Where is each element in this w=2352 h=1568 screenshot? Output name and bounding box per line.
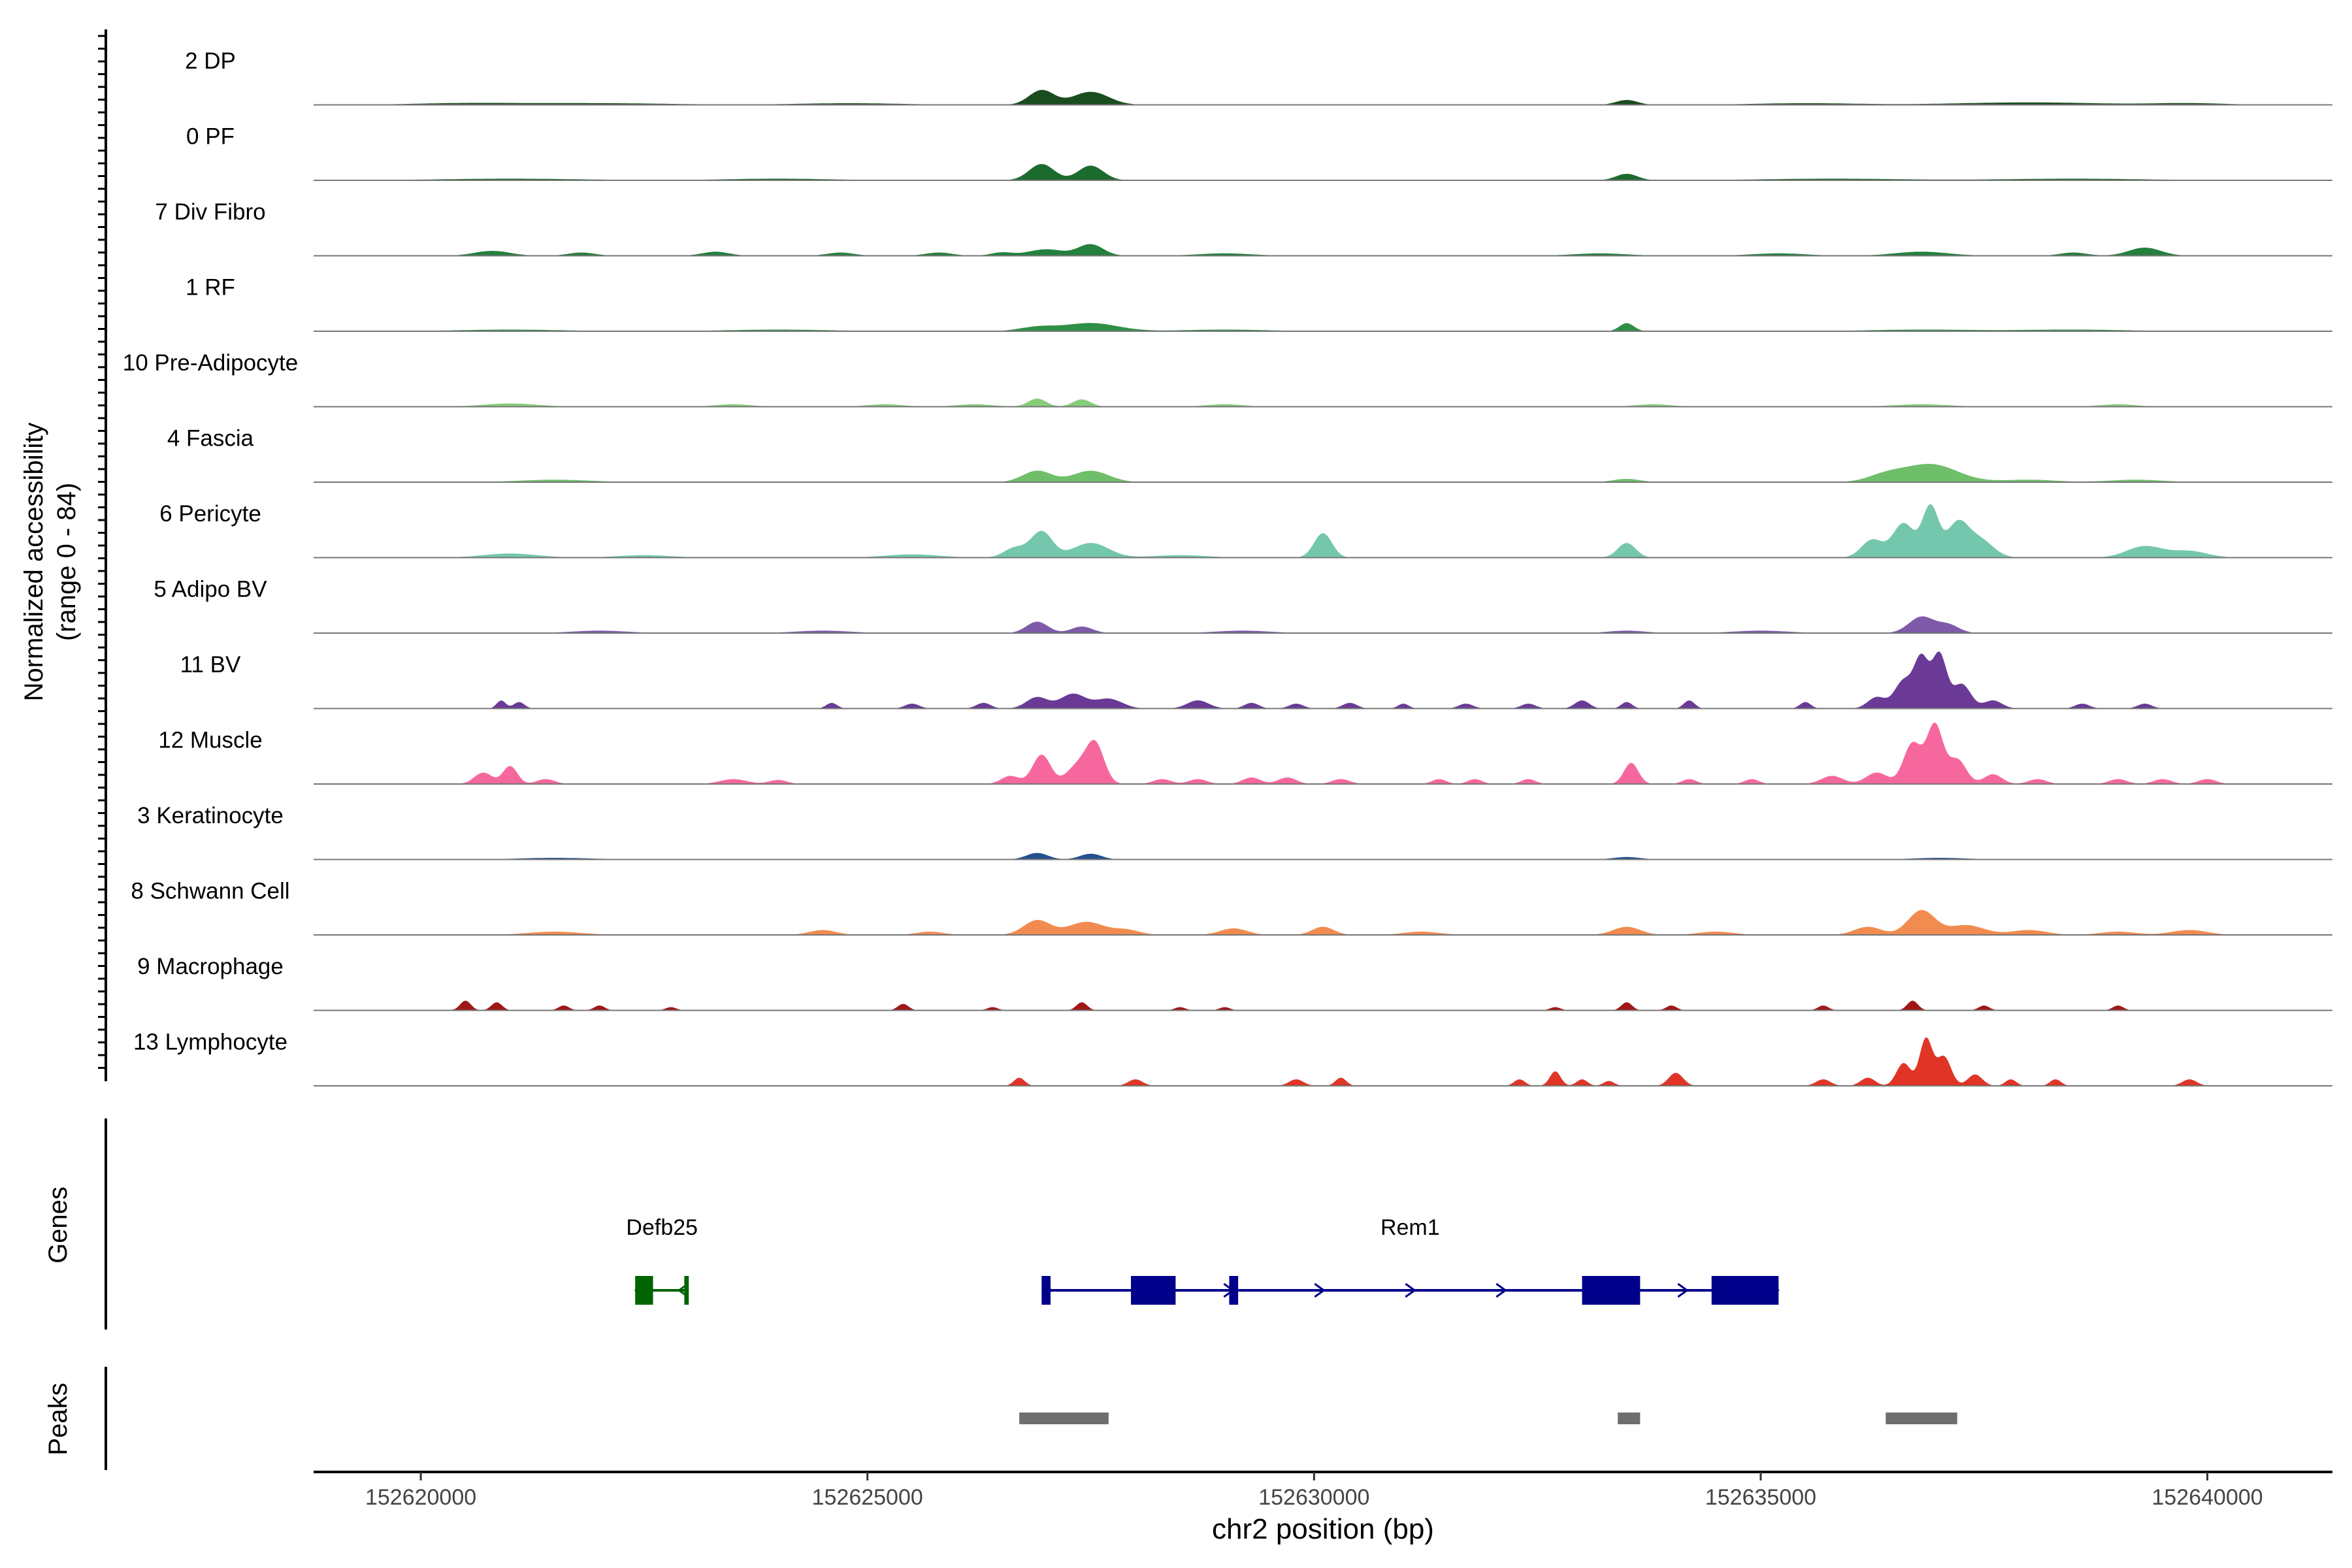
track-label: 2 DP (185, 48, 236, 74)
coverage-area (314, 399, 2332, 407)
track-6-pericyte: 6 Pericyte (159, 501, 2332, 559)
gene-exon (1131, 1276, 1176, 1305)
coverage-area (314, 1000, 2332, 1011)
coverage-area (314, 164, 2332, 180)
gene-exon (1711, 1276, 1779, 1305)
coverage-area (314, 244, 2332, 256)
track-2-dp: 2 DP (185, 48, 2332, 106)
genes-track-label: Genes (44, 1186, 73, 1264)
peak-region (1618, 1413, 1641, 1424)
track-label: 4 Fascia (167, 426, 254, 451)
x-tick-label: 152620000 (365, 1485, 476, 1510)
track-label: 0 PF (186, 124, 235, 150)
track-label: 6 Pericyte (159, 501, 261, 527)
track-12-muscle: 12 Muscle (158, 722, 2332, 785)
track-label: 13 Lymphocyte (133, 1030, 287, 1055)
x-tick-label: 152640000 (2151, 1485, 2262, 1510)
y-axis-title-line2: (range 0 - 84) (52, 483, 81, 641)
gene-exon (1229, 1276, 1239, 1305)
strand-arrow (1314, 1282, 1326, 1298)
gene-label: Rem1 (1380, 1215, 1440, 1240)
coverage-area (314, 909, 2332, 935)
track-11-bv: 11 BV (180, 651, 2332, 710)
x-tick-label: 152625000 (812, 1485, 923, 1510)
coverage-area (314, 853, 2332, 860)
track-label: 11 BV (180, 652, 241, 678)
coverage-area (314, 722, 2332, 784)
y-axis-ticks (98, 35, 106, 1069)
coverage-area (314, 464, 2332, 482)
track-0-pf: 0 PF (186, 124, 2332, 181)
coverage-area (314, 616, 2332, 633)
peak-region (1019, 1413, 1109, 1424)
peak-region (1886, 1413, 1957, 1424)
gene-exon (684, 1276, 689, 1305)
track-5-adipo-bv: 5 Adipo BV (154, 577, 2332, 634)
gene-rem1: Rem1 (1041, 1215, 1780, 1305)
track-label: 3 Keratinocyte (137, 803, 284, 828)
coverage-area (314, 651, 2332, 709)
gene-defb25: Defb25 (626, 1215, 698, 1305)
track-label: 9 Macrophage (137, 954, 284, 979)
track-label: 12 Muscle (158, 728, 263, 753)
track-label: 10 Pre-Adipocyte (123, 350, 298, 376)
strand-arrow (1405, 1282, 1416, 1298)
track-1-rf: 1 RF (186, 275, 2332, 332)
track-label: 7 Div Fibro (155, 199, 265, 225)
strand-arrow (1495, 1282, 1507, 1298)
x-axis-title: chr2 position (bp) (1212, 1513, 1434, 1545)
track-7-div-fibro: 7 Div Fibro (155, 199, 2332, 257)
gene-label: Defb25 (626, 1215, 698, 1240)
x-tick-label: 152630000 (1258, 1485, 1369, 1510)
coverage-area (314, 504, 2332, 558)
track-10-pre-adipocyte: 10 Pre-Adipocyte (123, 350, 2332, 408)
coverage-area (314, 90, 2332, 105)
peaks-track-label: Peaks (44, 1382, 73, 1455)
track-3-keratinocyte: 3 Keratinocyte (137, 803, 2332, 860)
gene-exon (1041, 1276, 1051, 1305)
track-label: 8 Schwann Cell (131, 879, 289, 904)
track-9-macrophage: 9 Macrophage (137, 954, 2332, 1011)
gene-exon (635, 1276, 653, 1305)
strand-arrow (1677, 1282, 1689, 1298)
coverage-tracks: 2 DP 0 PF 7 Div Fibro 1 RF 10 Pre-Adipocyte 4… (123, 48, 2332, 1086)
peaks-track (1019, 1413, 1957, 1424)
track-label: 5 Adipo BV (154, 577, 267, 602)
track-4-fascia: 4 Fascia (167, 426, 2332, 483)
coverage-area (314, 1037, 2332, 1086)
coverage-area (314, 323, 2332, 331)
y-axis-title-line1: Normalized accessibility (20, 423, 48, 702)
track-label: 1 RF (186, 275, 235, 301)
gene-exon (1582, 1276, 1641, 1305)
x-tick-label: 152635000 (1705, 1485, 1816, 1510)
genes-track: Defb25 Rem1 (626, 1215, 1780, 1305)
track-8-schwann-cell: 8 Schwann Cell (131, 879, 2332, 936)
track-13-lymphocyte: 13 Lymphocyte (133, 1030, 2332, 1086)
x-axis-ticks: 152620000 152625000 152630000 152635000 1526… (365, 1472, 2263, 1510)
